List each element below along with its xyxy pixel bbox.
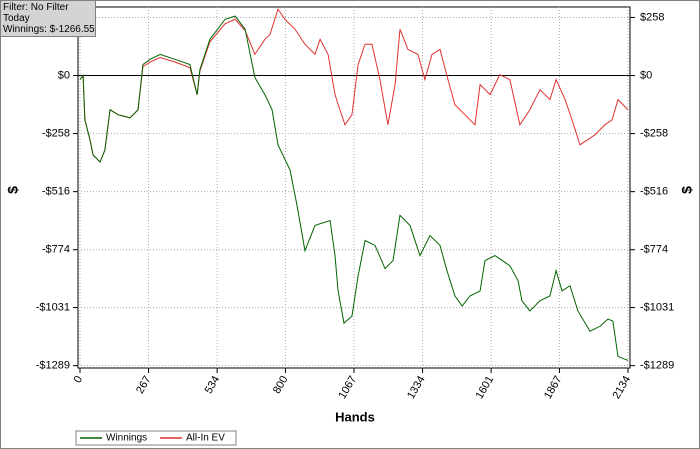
period-text: Today — [3, 13, 30, 24]
legend — [75, 430, 237, 446]
series-line — [79, 7, 629, 163]
legend-label: Winnings — [106, 433, 147, 444]
y-tick-label: -$774 — [42, 244, 70, 256]
y-tick-label: -$516 — [42, 186, 70, 198]
y-tick-label: -$1031 — [36, 301, 70, 313]
y2-tick-label: -$1289 — [640, 360, 674, 372]
y-tick-label: $0 — [58, 69, 70, 81]
y2-tick-label: -$258 — [640, 127, 668, 139]
y2-tick-label: $258 — [640, 11, 664, 23]
filter-text: Filter: No Filter — [3, 2, 69, 13]
x-tick-label: 0 — [72, 374, 85, 385]
info-box: Filter: No Filter Today Winnings: $-1266… — [0, 0, 96, 37]
winnings-text: Winnings: $-1266.55 — [3, 24, 95, 35]
y2-tick-label: -$774 — [640, 244, 668, 256]
legend-label: All-In EV — [186, 433, 225, 444]
y-tick-label: -$1289 — [36, 360, 70, 372]
series-line — [79, 15, 629, 361]
y2-tick-label: $0 — [640, 69, 652, 81]
y2-tick-label: -$516 — [640, 186, 668, 198]
y2-axis-label: $ — [679, 186, 695, 194]
y-tick-label: -$258 — [42, 127, 70, 139]
y2-tick-label: -$1031 — [640, 301, 674, 313]
x-axis-label: Hands — [335, 409, 375, 424]
y-axis-label: $ — [5, 186, 21, 194]
